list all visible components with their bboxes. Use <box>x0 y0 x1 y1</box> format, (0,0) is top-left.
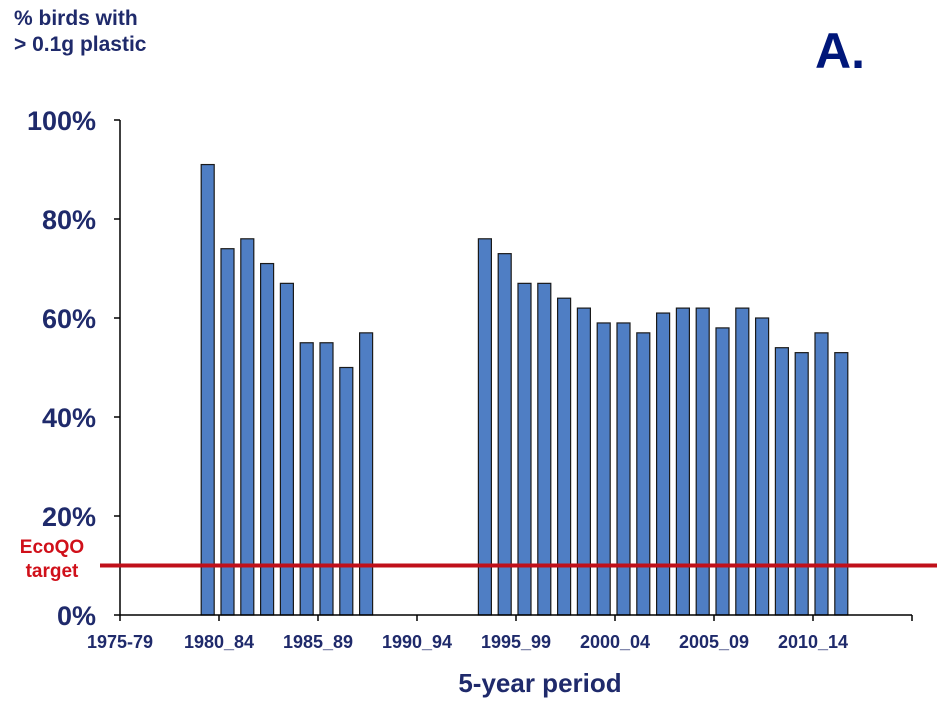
bar-1985 <box>319 342 334 616</box>
bar-2007 <box>754 317 770 616</box>
bar-2000 <box>616 322 631 616</box>
y-tick-label: 80% <box>42 205 96 235</box>
bar-1994 <box>497 253 512 616</box>
x-tick-label: 1985_89 <box>283 632 353 652</box>
bar-2002 <box>655 312 671 616</box>
bar-1987 <box>359 332 374 616</box>
x-tick-label: 2000_04 <box>580 632 650 652</box>
bar-2005 <box>715 327 730 616</box>
bar-1982 <box>260 262 275 616</box>
y-tick-label: 0% <box>57 601 96 631</box>
x-tick-label: 1975-79 <box>87 632 153 652</box>
bar-2011 <box>834 352 849 616</box>
y-tick-labels: 0% 20% 40% 60% 80% 100% <box>27 106 96 631</box>
x-tick-label: 2010_14 <box>778 632 848 652</box>
x-tick-labels: 1975-79 1980_84 1985_89 1990_94 1995_99 2000_… <box>87 632 848 652</box>
bar-1979 <box>200 163 215 616</box>
y-axis-title: % birds with > 0.1g plastic <box>14 6 146 58</box>
y-tick-label: 60% <box>42 304 96 334</box>
bar-2009 <box>794 352 809 616</box>
y-tick-label: 40% <box>42 403 96 433</box>
bar-1986 <box>339 366 354 616</box>
x-tick-label: 1995_99 <box>481 632 551 652</box>
y-tick-label: 20% <box>42 502 96 532</box>
y-axis-title-line-2: > 0.1g plastic <box>14 33 147 56</box>
x-tick-label: 1980_84 <box>184 632 254 652</box>
y-tick-label: 100% <box>27 106 96 136</box>
bar-2004 <box>695 307 710 616</box>
bar-2006 <box>735 307 750 616</box>
bar-1984 <box>299 342 314 616</box>
bar-1999 <box>596 322 611 616</box>
bars-group <box>200 163 849 616</box>
bar-1980 <box>220 248 235 616</box>
bar-2003 <box>675 307 691 616</box>
target-label-line-2: target <box>25 561 79 582</box>
x-tick-label: 2005_09 <box>679 632 749 652</box>
axes-group <box>100 119 937 621</box>
x-tick-label: 1990_94 <box>382 632 452 652</box>
bar-2001 <box>636 332 651 616</box>
bar-1998 <box>576 307 592 616</box>
panel-label: A. <box>815 23 865 79</box>
target-label-line-1: EcoQO <box>19 537 85 558</box>
y-axis-title-line-1: % birds with <box>14 7 138 30</box>
bar-2008 <box>774 347 790 616</box>
bar-1993 <box>477 238 492 616</box>
x-axis-title: 5-year period <box>458 668 622 698</box>
bar-1981 <box>240 238 255 616</box>
bar-2010 <box>814 332 829 616</box>
target-label: EcoQO target <box>12 536 92 584</box>
